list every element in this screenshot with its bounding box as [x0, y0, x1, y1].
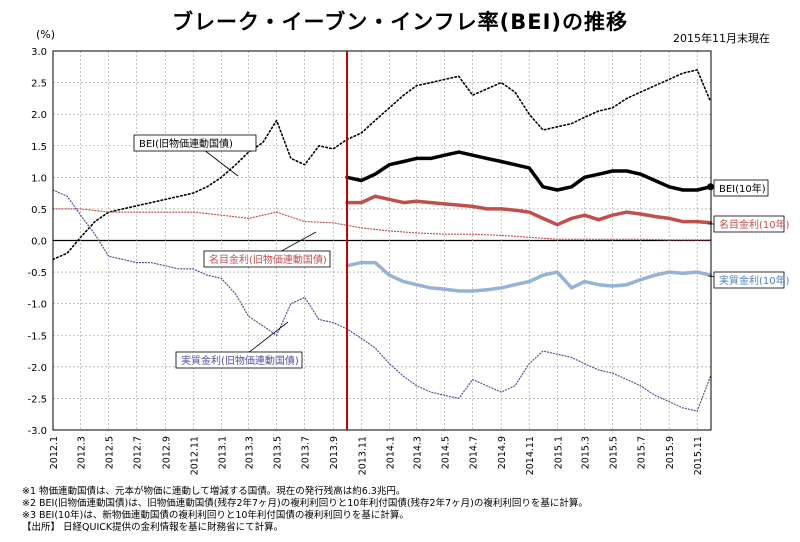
label-nominal-10y-text: 名目金利(10年) [719, 218, 790, 231]
label-real-old-text: 実質金利(旧物価連動国債) [181, 354, 299, 367]
y-tick-label: 1.5 [31, 142, 47, 153]
x-tick-label: 2015.7 [637, 436, 648, 469]
series-layer [52, 69, 715, 412]
x-tick-label: 2013.11 [357, 436, 368, 475]
label-bei-10y: BEI(10年) [708, 179, 769, 197]
footnote-2: ※2 BEI(旧物価連動国債)は、旧物価連動国債(残存2年7ヶ月)の複利利回りと… [22, 498, 588, 509]
x-tick-label: 2014.1 [385, 436, 396, 469]
x-tick-label: 2012.5 [105, 436, 116, 469]
y-tick-label: -2.5 [27, 394, 47, 405]
y-tick-label: -3.0 [27, 426, 47, 437]
x-tick-label: 2012.1 [49, 436, 60, 469]
series-nominal-old [52, 208, 712, 241]
y-tick-label: -1.0 [27, 300, 47, 311]
x-tick-label: 2015.9 [665, 436, 676, 469]
source-note: 【出所】 日経QUICK提供の金利情報を基に財務省にて計算。 [22, 522, 284, 533]
label-real-10y-box [713, 271, 785, 289]
series-real-old [52, 189, 712, 412]
y-tick-label: 0.0 [31, 237, 47, 248]
label-nominal-10y: 名目金利(10年) [708, 215, 790, 233]
series-bei-10y [345, 150, 713, 192]
x-tick-label: 2013.5 [273, 436, 284, 469]
label-layer: BEI(旧物価連動国債) 名目金利(旧物価連動国債) 実質金利(旧物価連動国債) BE… [133, 134, 790, 369]
x-tick-label: 2014.11 [525, 436, 536, 475]
y-tick-label: 1.0 [31, 173, 47, 184]
x-tick-label: 2012.3 [77, 436, 88, 469]
y-tick-label: 3.0 [31, 47, 47, 58]
x-tick-label: 2013.3 [245, 436, 256, 469]
footnote-3: ※3 BEI(10年)は、新物価連動国債の複利利回りと10年利付国債の複利利回り… [22, 510, 409, 521]
label-real-10y-text: 実質金利(10年) [719, 274, 790, 287]
x-tick-label: 2012.11 [189, 436, 200, 475]
x-tick-label: 2014.3 [413, 436, 424, 469]
label-nominal-old: 名目金利(旧物価連動国債) [203, 231, 331, 268]
grid-layer [52, 50, 711, 431]
x-tick-label: 2015.11 [693, 436, 704, 475]
label-bei-old: BEI(旧物価連動国債) [133, 134, 257, 177]
x-tick-label: 2015.3 [580, 436, 591, 469]
label-bei-10y-text: BEI(10年) [719, 182, 766, 195]
axis-layer: 3.0 2.5 2.0 1.5 1.0 0.5 0.0 -0.5 -1.0 -1.5 -2.0 -2.… [27, 47, 712, 475]
y-tick-label: -1.5 [27, 331, 47, 342]
plot-frame [52, 50, 712, 431]
x-tick-label: 2014.5 [441, 436, 452, 469]
label-nominal-10y-box [713, 215, 785, 233]
label-nominal-old-text: 名目金利(旧物価連動国債) [209, 253, 327, 266]
x-tick-label: 2013.7 [301, 436, 312, 469]
series-bei-old [52, 69, 712, 261]
series-nominal-10y [345, 194, 713, 227]
series-real-10y [345, 260, 713, 293]
chart-title: ブレーク・イーブン・インフレ率(BEI)の推移 [171, 10, 629, 34]
x-tick-label: 2013.9 [329, 436, 340, 469]
label-bei-old-box [133, 134, 257, 152]
x-tick-label: 2013.1 [217, 436, 228, 469]
y-unit-label: (%) [36, 28, 56, 41]
y-tick-label: -0.5 [27, 268, 47, 279]
footnotes: ※1 物価連動国債は、元本が物価に連動して増減する国債。現在の発行残高は約6.3… [22, 486, 588, 534]
label-bei-10y-box [713, 179, 769, 197]
date-note: 2015年11月末現在 [673, 32, 770, 45]
x-tick-label: 2012.7 [133, 436, 144, 469]
label-real-10y: 実質金利(10年) [707, 271, 790, 289]
label-real-old: 実質金利(旧物価連動国債) [175, 321, 303, 369]
y-tick-label: -2.0 [27, 363, 47, 374]
label-bei-old-text: BEI(旧物価連動国債) [139, 137, 233, 150]
y-tick-label: 2.5 [31, 79, 47, 90]
footnote-1: ※1 物価連動国債は、元本が物価に連動して増減する国債。現在の発行残高は約6.3… [22, 486, 406, 497]
x-tick-label: 2014.7 [469, 436, 480, 469]
label-real-old-box [175, 351, 303, 369]
x-tick-label: 2014.9 [497, 436, 508, 469]
y-tick-label: 0.5 [31, 205, 47, 216]
y-tick-label: 2.0 [31, 110, 47, 121]
x-tick-label: 2012.9 [161, 436, 172, 469]
label-nominal-old-box [203, 250, 331, 268]
x-tick-label: 2015.1 [553, 436, 564, 469]
x-tick-label: 2015.5 [609, 436, 620, 469]
